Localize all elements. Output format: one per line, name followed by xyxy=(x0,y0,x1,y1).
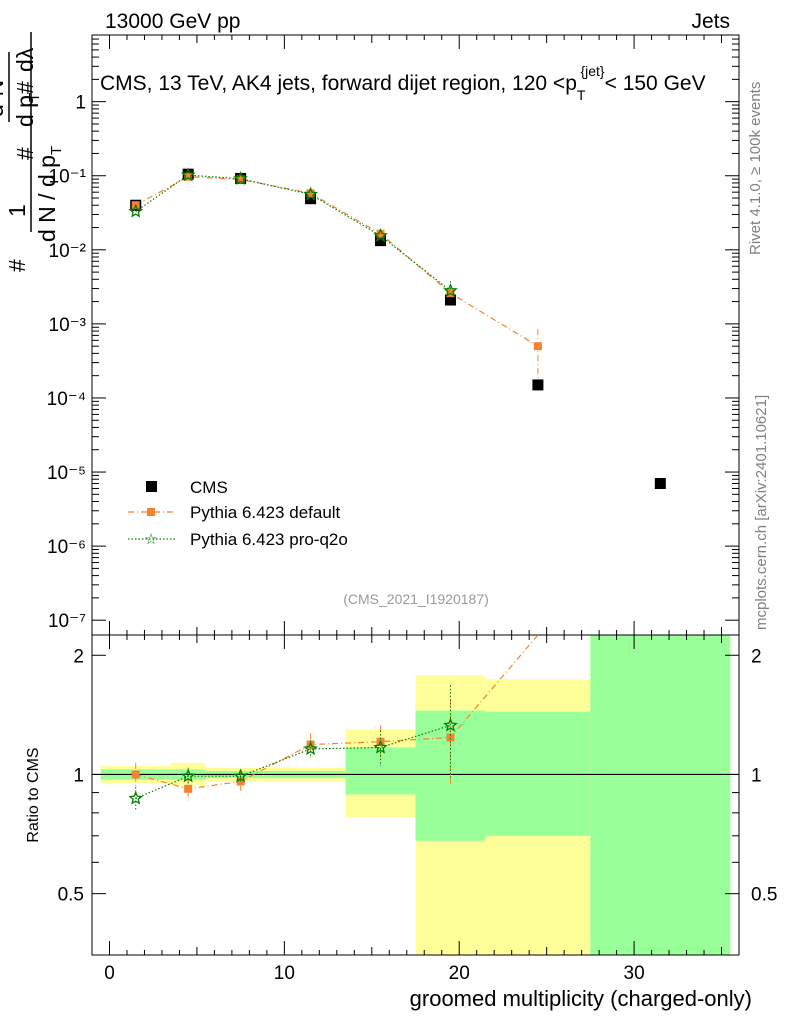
ratio-y-tick-label-right: 1 xyxy=(751,765,762,786)
x-tick-label: 10 xyxy=(274,963,295,984)
ratio-band-green xyxy=(590,635,731,955)
ratio-y-tick-label-right: 2 xyxy=(751,646,762,667)
cms-data-point xyxy=(444,294,456,306)
x-axis-label: groomed multiplicity (charged-only) xyxy=(410,986,752,1011)
default-data-point xyxy=(306,189,315,198)
svg-text:#: # xyxy=(4,259,30,272)
ratio-default-point xyxy=(236,777,245,786)
mcplots-label: mcplots.cern.ch [arXiv:2401.10621] xyxy=(753,395,770,630)
ratio-y-tick-label: 1 xyxy=(73,765,84,786)
ratio-series-line xyxy=(135,724,451,799)
main-title: CMS, 13 TeV, AK4 jets, forward dijet reg… xyxy=(100,63,706,103)
ratio-default-point xyxy=(184,784,193,793)
legend-marker-proq2o: ☆ xyxy=(144,531,157,548)
proq2o-data-point xyxy=(180,167,196,182)
y-tick-label: 10⁻¹ xyxy=(49,167,87,188)
y-tick-label: 10⁻² xyxy=(49,241,87,262)
legend-marker-default xyxy=(147,508,155,516)
x-tick-label: 20 xyxy=(449,963,470,984)
legend-label-default: Pythia 6.423 default xyxy=(190,503,341,522)
ratio-proq2o-point xyxy=(373,739,388,754)
ratio-default-point xyxy=(446,733,455,742)
ratio-band-green xyxy=(485,711,591,836)
header-right: Jets xyxy=(691,10,730,33)
y-axis-label-ratio: Ratio to CMS xyxy=(25,747,42,842)
y-tick-label: 1 xyxy=(75,93,86,114)
default-data-point xyxy=(376,229,385,238)
ratio-uncertainty-bands xyxy=(100,635,731,955)
legend-label-cms: CMS xyxy=(190,478,228,497)
y-tick-label: 10⁻⁴ xyxy=(47,389,86,410)
ratio-default-point xyxy=(131,770,140,779)
ratio-plot-frame xyxy=(91,634,740,956)
ratio-y-tick-label-right: 0.5 xyxy=(751,885,777,906)
ratio-y-tick-label: 2 xyxy=(73,646,84,667)
default-data-point xyxy=(236,175,245,184)
rivet-label: Rivet 4.1.0, ≥ 100k events xyxy=(747,82,764,255)
y-tick-label: 10⁻⁶ xyxy=(47,537,86,558)
y-tick-label: 10⁻⁷ xyxy=(48,611,86,632)
header-left: 13000 GeV pp xyxy=(105,10,240,33)
ratio-proq2o-point xyxy=(233,768,248,783)
y-axis-label-main: # 1 # # d N / d pT d²N d p T dλ xyxy=(0,32,65,272)
legend: CMS Pythia 6.423 default ☆ Pythia 6.423 … xyxy=(128,478,348,549)
svg-text:1: 1 xyxy=(4,204,30,217)
ratio-proq2o-point xyxy=(443,717,458,732)
cms-data-point xyxy=(654,478,666,490)
svg-text:#: # xyxy=(12,81,38,94)
svg-text:d p: d p xyxy=(12,95,38,127)
proq2o-data-point xyxy=(443,283,458,297)
y-tick-label: 10⁻⁵ xyxy=(47,463,86,484)
x-tick-label: 0 xyxy=(104,963,115,984)
proq2o-data-point xyxy=(303,186,318,201)
legend-marker-cms xyxy=(146,481,157,492)
x-tick-label: 30 xyxy=(624,963,645,984)
svg-text:dλ: dλ xyxy=(12,47,38,72)
cms-data-point xyxy=(305,193,317,205)
svg-text:d N / d pT: d N / d pT xyxy=(34,146,65,242)
y-tick-label: 10⁻³ xyxy=(49,315,87,336)
svg-text:d²N: d²N xyxy=(0,80,8,117)
analysis-id: (CMS_2021_I1920187) xyxy=(343,591,489,607)
cms-data-point xyxy=(375,235,387,247)
cms-data-point xyxy=(532,379,544,391)
proq2o-data-point xyxy=(233,171,248,185)
ratio-band-green xyxy=(415,710,486,841)
proq2o-data-point xyxy=(373,228,388,243)
default-data-point xyxy=(184,172,193,181)
legend-label-proq2o: Pythia 6.423 pro-q2o xyxy=(190,530,348,549)
ratio-y-tick-label: 0.5 xyxy=(58,885,84,906)
svg-text:T: T xyxy=(26,93,43,102)
series-line xyxy=(135,174,451,292)
default-data-point xyxy=(533,342,542,351)
ratio-proq2o-point xyxy=(303,741,318,756)
ratio-proq2o-point xyxy=(128,790,144,805)
ratio-proq2o-point xyxy=(180,768,196,783)
series-line xyxy=(135,176,539,347)
proq2o-data-point xyxy=(128,203,144,218)
